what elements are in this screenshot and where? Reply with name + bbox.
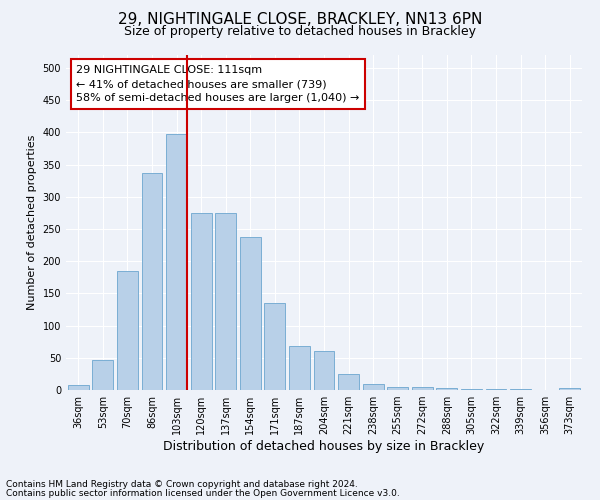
Text: Size of property relative to detached houses in Brackley: Size of property relative to detached ho… (124, 25, 476, 38)
Bar (461, 388, 482, 390)
Bar (166, 134, 187, 390)
Bar (265, 303, 286, 390)
Bar (559, 388, 580, 390)
Bar (240, 236, 261, 390)
Bar (68, 385, 89, 390)
Bar (215, 213, 236, 390)
Y-axis label: Number of detached properties: Number of detached properties (27, 135, 37, 310)
Text: Contains HM Land Registry data © Crown copyright and database right 2024.: Contains HM Land Registry data © Crown c… (6, 480, 358, 489)
Bar (289, 346, 310, 390)
Bar (436, 388, 457, 390)
Bar (191, 213, 212, 390)
Bar (117, 272, 138, 390)
Bar (92, 360, 113, 390)
Bar (314, 350, 334, 390)
Text: 29, NIGHTINGALE CLOSE, BRACKLEY, NN13 6PN: 29, NIGHTINGALE CLOSE, BRACKLEY, NN13 6P… (118, 12, 482, 28)
Bar (338, 374, 359, 390)
Bar (362, 384, 383, 390)
Bar (387, 387, 408, 390)
Bar (142, 173, 163, 390)
Text: 29 NIGHTINGALE CLOSE: 111sqm
← 41% of detached houses are smaller (739)
58% of s: 29 NIGHTINGALE CLOSE: 111sqm ← 41% of de… (76, 65, 359, 103)
Bar (412, 388, 433, 390)
X-axis label: Distribution of detached houses by size in Brackley: Distribution of detached houses by size … (163, 440, 485, 453)
Text: Contains public sector information licensed under the Open Government Licence v3: Contains public sector information licen… (6, 488, 400, 498)
